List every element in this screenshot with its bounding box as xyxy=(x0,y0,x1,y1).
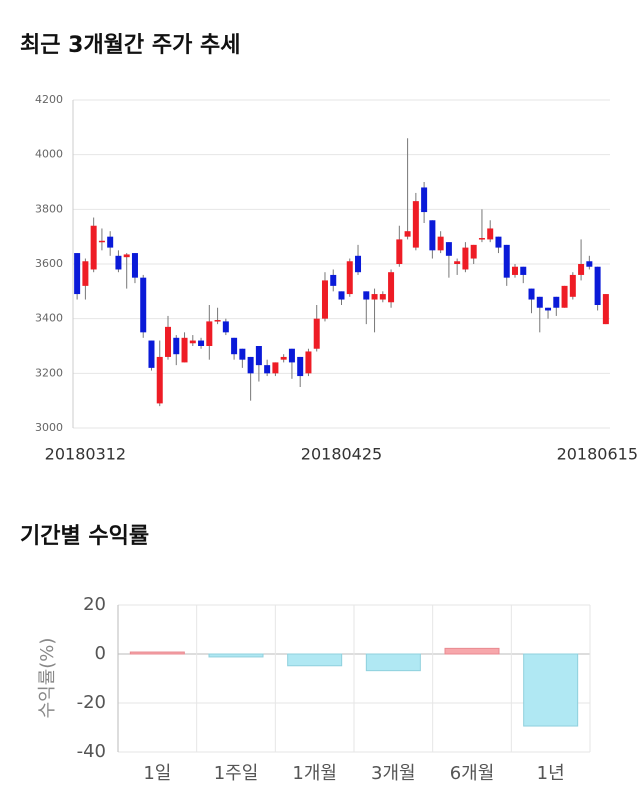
candle-body xyxy=(536,296,543,308)
candle-body xyxy=(107,236,114,248)
candle-body xyxy=(206,321,213,346)
candle-body xyxy=(470,244,477,259)
chart-title: 기간별 수익률 xyxy=(20,524,149,549)
y-tick-label: 3000 xyxy=(35,421,63,434)
candle-body xyxy=(338,291,345,300)
candle-body xyxy=(578,264,585,275)
candle-body xyxy=(90,225,97,270)
y-axis-label: 수익률(%) xyxy=(37,638,58,719)
bar xyxy=(287,653,343,667)
candle-body xyxy=(594,266,601,305)
x-tick-label: 6개월 xyxy=(450,763,495,784)
candle-body xyxy=(280,356,287,360)
bar xyxy=(444,647,500,655)
candle-body xyxy=(396,239,403,264)
candle-body xyxy=(561,285,568,308)
candle-body xyxy=(528,288,535,300)
candle-body xyxy=(379,294,386,300)
candle-body xyxy=(288,348,295,363)
candle-body xyxy=(305,351,312,374)
y-tick-label: -40 xyxy=(77,741,106,762)
candle-body xyxy=(247,356,254,374)
candle-body xyxy=(429,220,436,251)
candle-body xyxy=(569,274,576,297)
candle-body xyxy=(412,201,419,248)
x-tick-label: 1년 xyxy=(537,763,565,784)
x-tick-label: 1일 xyxy=(143,763,171,784)
candle-body xyxy=(520,266,527,275)
candle-body xyxy=(198,340,205,346)
candle-body xyxy=(239,348,246,360)
candle-body xyxy=(330,274,337,286)
chart-title: 최근 3개월간 주가 추세 xyxy=(20,33,240,58)
candle-body xyxy=(222,321,229,333)
candle-body xyxy=(503,244,510,278)
x-tick-label: 1주일 xyxy=(214,763,259,784)
y-tick-label: 3200 xyxy=(35,366,63,379)
candle-body xyxy=(115,255,122,270)
y-tick-label: 3600 xyxy=(35,257,63,270)
bar xyxy=(129,651,185,655)
y-tick-label: 0 xyxy=(95,643,106,664)
candle-body xyxy=(181,337,188,363)
x-tick-label: 20180615 xyxy=(557,445,638,464)
y-tick-label: 4200 xyxy=(35,93,63,106)
candle-body xyxy=(355,255,362,273)
candle-body xyxy=(553,296,560,308)
x-tick-label: 3개월 xyxy=(371,763,416,784)
candle-body xyxy=(165,326,172,357)
candle-body xyxy=(445,242,452,256)
y-tick-label: 20 xyxy=(83,594,106,615)
y-tick-label: 3400 xyxy=(35,312,63,325)
candle-body xyxy=(214,320,221,322)
bar xyxy=(208,653,264,658)
candle-body xyxy=(123,254,130,258)
candle-body xyxy=(156,356,163,404)
candle-body xyxy=(231,337,238,355)
candle-body xyxy=(140,277,147,333)
y-tick-label: 4000 xyxy=(35,148,63,161)
candle-body xyxy=(478,238,485,240)
candle-body xyxy=(371,294,378,300)
candle-body xyxy=(586,261,593,267)
bar xyxy=(523,653,579,727)
candle-body xyxy=(272,362,279,374)
candle-body xyxy=(462,247,469,270)
y-tick-label: -20 xyxy=(77,692,106,713)
candle-body xyxy=(264,365,271,374)
candle-body xyxy=(495,236,502,248)
candle-body xyxy=(131,253,138,278)
candle-body xyxy=(511,266,518,275)
y-tick-label: 3800 xyxy=(35,202,63,215)
candle-body xyxy=(98,240,105,243)
candle-body xyxy=(487,228,494,240)
candle-body xyxy=(82,261,89,286)
candle-body xyxy=(297,356,304,377)
candle-body xyxy=(189,340,196,344)
candle-body xyxy=(148,340,155,368)
candle-body xyxy=(321,280,328,319)
x-tick-label: 20180425 xyxy=(301,445,382,464)
candle-body xyxy=(173,337,180,355)
bar xyxy=(365,653,421,672)
candle-body xyxy=(255,346,262,366)
candle-body xyxy=(388,272,395,303)
candle-body xyxy=(346,261,353,295)
x-tick-label: 20180312 xyxy=(45,445,126,464)
candle-body xyxy=(404,231,411,237)
candle-body xyxy=(363,291,370,300)
candle-body xyxy=(545,307,552,311)
candle-body xyxy=(454,261,461,264)
x-tick-label: 1개월 xyxy=(292,763,337,784)
candle-body xyxy=(313,318,320,349)
candle-body xyxy=(421,187,428,213)
candle-body xyxy=(437,236,444,251)
candle-body xyxy=(602,294,609,325)
candle-body xyxy=(74,253,81,295)
